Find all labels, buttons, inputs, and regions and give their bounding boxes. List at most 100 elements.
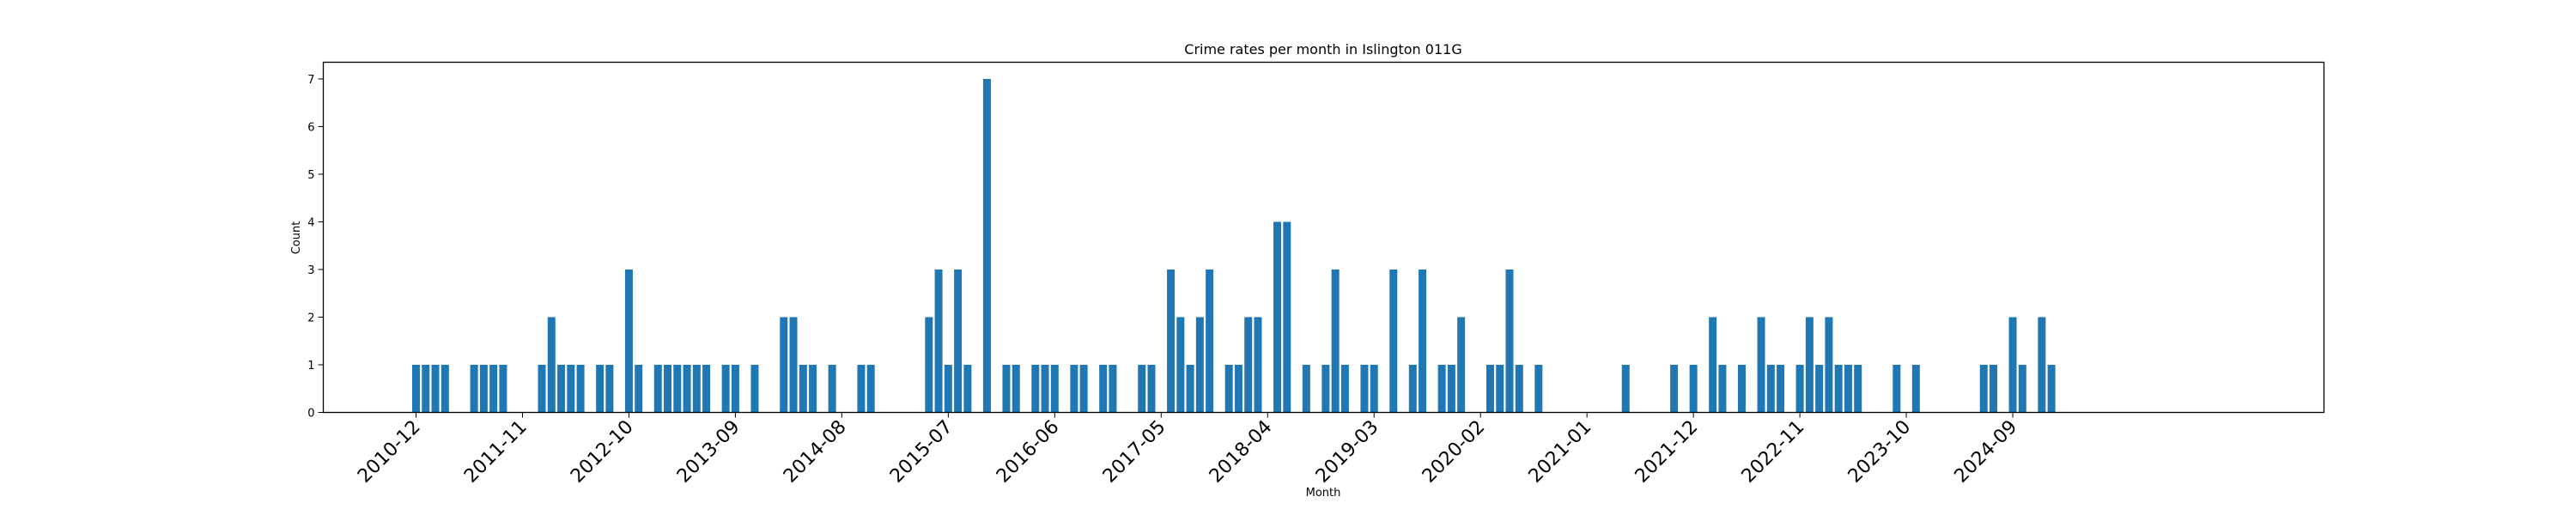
bar	[750, 364, 759, 413]
bar	[479, 364, 488, 413]
bar	[1273, 221, 1282, 413]
bar	[605, 364, 614, 413]
bar	[1012, 364, 1020, 413]
bar	[1621, 364, 1630, 413]
bar	[963, 364, 972, 413]
y-tick-label: 1	[307, 360, 314, 373]
bar	[1321, 364, 1330, 413]
bar	[866, 364, 875, 413]
y-tick-label: 6	[307, 121, 314, 134]
y-tick-label: 5	[307, 169, 314, 182]
bar	[2047, 364, 2056, 413]
bar	[412, 364, 420, 413]
bar	[1496, 364, 1504, 413]
y-tick-label: 7	[307, 74, 314, 87]
bar	[1670, 364, 1679, 413]
bar	[857, 364, 866, 413]
bar	[1844, 364, 1852, 413]
bar	[1244, 317, 1253, 413]
bar	[440, 364, 449, 413]
x-tick-label: 2014-08	[780, 416, 851, 488]
bar	[1195, 317, 1204, 413]
bar	[789, 317, 798, 413]
bar	[702, 364, 711, 413]
bar	[653, 364, 662, 413]
bar	[1515, 364, 1523, 413]
x-tick-label: 2016-06	[993, 416, 1064, 488]
bar	[1360, 364, 1369, 413]
bar	[1138, 364, 1146, 413]
bars-group	[412, 78, 2056, 413]
bar	[1331, 269, 1340, 413]
bar	[1206, 269, 1214, 413]
bar	[1041, 364, 1049, 413]
bar	[1534, 364, 1543, 413]
bar	[799, 364, 807, 413]
x-tick-label: 2015-07	[886, 416, 957, 488]
y-tick-label: 3	[307, 264, 314, 277]
bar	[1979, 364, 1988, 413]
x-tick-label: 2021-01	[1525, 416, 1596, 488]
bar	[1795, 364, 1804, 413]
bar	[1737, 364, 1746, 413]
bar	[1815, 364, 1824, 413]
y-tick-label: 0	[307, 408, 314, 421]
bar	[721, 364, 730, 413]
bar	[1070, 364, 1078, 413]
bar	[982, 78, 991, 413]
bar	[1031, 364, 1040, 413]
plot-frame	[322, 61, 2325, 414]
x-tick-label: 2010-12	[354, 416, 425, 488]
x-tick-label: 2012-10	[567, 416, 638, 488]
bar	[2008, 317, 2017, 413]
bar	[1002, 364, 1011, 413]
bar	[1389, 269, 1398, 413]
bar	[1834, 364, 1843, 413]
bar	[1805, 317, 1814, 413]
bar	[828, 364, 836, 413]
bar	[1050, 364, 1059, 413]
y-axis: 0 1 2 3 4 5 6 7	[307, 74, 324, 421]
bar	[635, 364, 643, 413]
x-tick-label: 2013-09	[673, 416, 744, 488]
bar	[954, 269, 963, 413]
bar	[2038, 317, 2046, 413]
bar	[673, 364, 682, 413]
bar	[1457, 317, 1466, 413]
bar	[1893, 364, 1901, 413]
bar	[1340, 364, 1349, 413]
x-axis: 2010-12 2011-11 2012-10 2013-09 2014-08 2015-…	[354, 412, 2022, 488]
bar	[925, 317, 933, 413]
x-tick-label: 2019-03	[1312, 416, 1383, 488]
bar	[431, 364, 440, 413]
bar	[1254, 317, 1262, 413]
bar	[1777, 364, 1785, 413]
bar	[1911, 364, 1920, 413]
bar	[470, 364, 478, 413]
bar	[683, 364, 691, 413]
bar	[422, 364, 430, 413]
bar	[1186, 364, 1194, 413]
bar	[1854, 364, 1862, 413]
bar	[1990, 364, 1998, 413]
bar	[1505, 269, 1514, 413]
bar	[1766, 364, 1775, 413]
bar	[731, 364, 739, 413]
bar	[624, 269, 633, 413]
x-tick-label: 2020-02	[1419, 416, 1490, 488]
bar	[1718, 364, 1727, 413]
bar	[596, 364, 605, 413]
x-tick-label: 2017-05	[1099, 416, 1170, 488]
x-tick-label: 2024-09	[1951, 416, 2022, 488]
y-tick-label: 2	[307, 312, 314, 324]
bar	[692, 364, 701, 413]
bar	[1825, 317, 1833, 413]
bar	[1302, 364, 1310, 413]
x-tick-label: 2011-11	[460, 416, 532, 488]
bar	[1757, 317, 1765, 413]
bar	[576, 364, 585, 413]
bar	[538, 364, 546, 413]
bar	[1283, 221, 1291, 413]
bar	[1099, 364, 1108, 413]
